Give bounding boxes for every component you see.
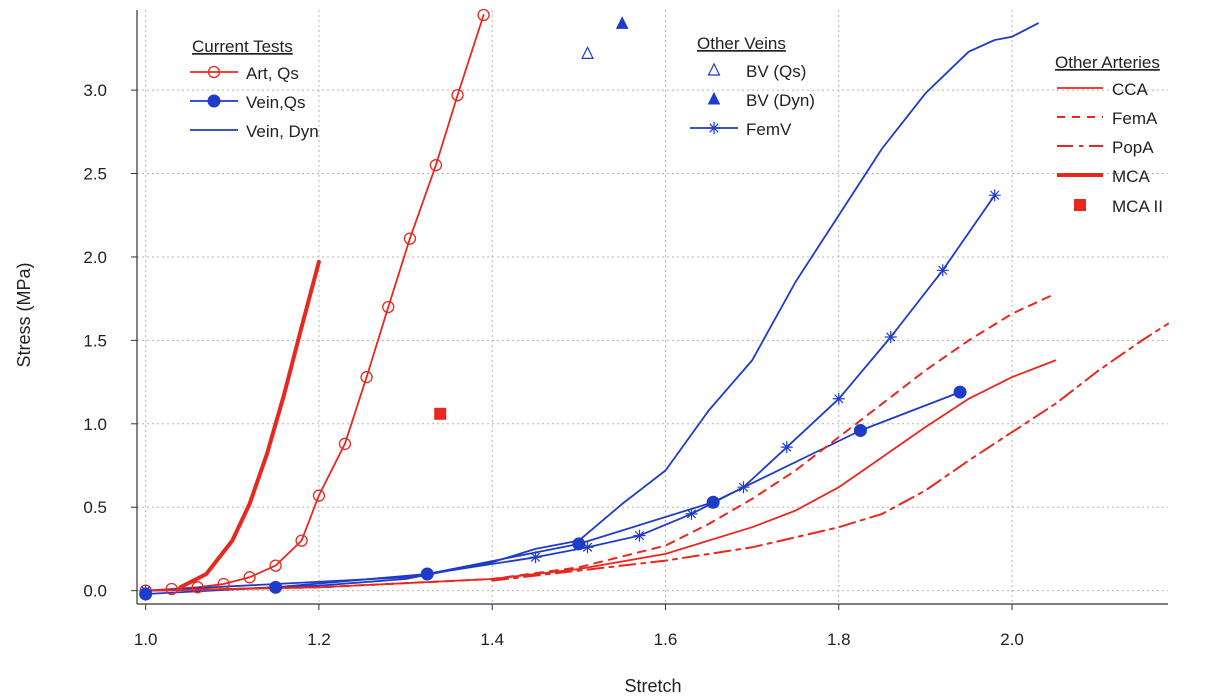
x-tick-label: 1.2 xyxy=(307,630,331,649)
point-femv xyxy=(936,264,949,277)
tick-labels: 1.0 1.2 1.4 1.6 1.8 2.0 0.0 0.5 1.0 1.5 2.0 2.5 3.0 xyxy=(83,81,1024,649)
point-art-qs xyxy=(165,582,178,596)
point-art-qs xyxy=(191,581,204,594)
legend-label-femv: FemV xyxy=(746,120,792,139)
series-line-vein-dyn xyxy=(144,22,1039,592)
point-mca-ii xyxy=(434,407,447,420)
y-tick-label: 0.0 xyxy=(83,582,107,601)
point-art-qs xyxy=(312,489,326,502)
legend-marker-vein-qs xyxy=(207,94,221,108)
x-tick-label: 1.4 xyxy=(480,630,504,649)
legend-title-current-tests: Current Tests xyxy=(192,37,293,56)
legend-label-vein-dyn: Vein, Dyn xyxy=(246,122,319,141)
legend: Current Tests Art, Qs Vein,Qs Vein, Dyn … xyxy=(190,34,1163,216)
legend-marker-femv xyxy=(708,122,720,134)
point-art-qs xyxy=(269,559,282,572)
y-tick-label: 2.5 xyxy=(83,165,107,184)
point-femv xyxy=(832,392,845,405)
series-line-popa xyxy=(491,322,1169,582)
point-femv xyxy=(581,541,594,554)
point-art-qs xyxy=(295,534,308,547)
point-femv xyxy=(988,189,1001,202)
y-tick-label: 3.0 xyxy=(83,81,107,100)
legend-label-mca-ii: MCA II xyxy=(1112,197,1163,216)
data-markers xyxy=(139,8,1001,601)
x-tick-label: 1.6 xyxy=(654,630,678,649)
series-line-fema xyxy=(144,292,1057,592)
point-vein-qs xyxy=(420,567,434,581)
axes xyxy=(131,10,1168,610)
y-tick-label: 0.5 xyxy=(83,498,107,517)
series-line-vein-qs xyxy=(144,391,961,595)
point-femv xyxy=(633,529,646,542)
legend-title-other-arteries: Other Arteries xyxy=(1055,53,1160,72)
legend-marker-bv-qs xyxy=(707,62,721,76)
point-bv-qs xyxy=(581,46,594,59)
point-art-qs xyxy=(403,232,417,245)
legend-label-vein-qs: Vein,Qs xyxy=(246,93,306,112)
point-art-qs xyxy=(477,8,490,22)
point-art-qs xyxy=(243,571,256,584)
point-art-qs xyxy=(451,88,464,102)
x-axis-label: Stretch xyxy=(624,676,681,696)
legend-marker-art-qs xyxy=(207,65,221,79)
point-art-qs xyxy=(360,370,373,384)
x-tick-label: 1.0 xyxy=(134,630,158,649)
series-line-art-qs xyxy=(144,14,485,592)
point-femv xyxy=(780,441,793,454)
series-line-mca xyxy=(178,259,321,590)
grid-lines xyxy=(137,10,1168,604)
legend-symbols xyxy=(190,62,1103,211)
point-femv xyxy=(685,507,698,520)
y-tick-label: 2.0 xyxy=(83,248,107,267)
y-tick-label: 1.0 xyxy=(83,415,107,434)
y-tick-label: 1.5 xyxy=(83,331,107,350)
point-art-qs xyxy=(429,159,443,172)
point-art-qs xyxy=(217,577,230,591)
point-art-qs xyxy=(338,437,352,450)
point-vein-qs xyxy=(706,495,720,509)
series-line-femv xyxy=(144,194,996,592)
legend-label-fema: FemA xyxy=(1112,109,1158,128)
legend-label-bv-dyn: BV (Dyn) xyxy=(746,91,815,110)
point-vein-qs xyxy=(853,423,867,437)
point-bv-dyn xyxy=(615,16,629,29)
legend-label-art-qs: Art, Qs xyxy=(246,64,299,83)
point-vein-qs xyxy=(269,580,283,594)
x-tick-label: 2.0 xyxy=(1000,630,1024,649)
point-femv xyxy=(139,584,152,597)
legend-marker-bv-dyn xyxy=(707,91,721,105)
legend-label-mca: MCA xyxy=(1112,167,1150,186)
legend-label-bv-qs: BV (Qs) xyxy=(746,62,806,81)
legend-title-other-veins: Other Veins xyxy=(697,34,786,53)
point-vein-qs xyxy=(953,385,967,399)
point-vein-qs xyxy=(572,537,586,551)
point-femv xyxy=(737,481,750,494)
legend-label-cca: CCA xyxy=(1112,80,1149,99)
legend-marker-mca-ii xyxy=(1074,199,1086,211)
point-art-qs xyxy=(382,300,395,314)
point-femv xyxy=(529,551,542,564)
point-femv xyxy=(884,331,897,344)
x-tick-label: 1.8 xyxy=(827,630,851,649)
y-axis-label: Stress (MPa) xyxy=(14,262,34,367)
legend-label-popa: PopA xyxy=(1112,138,1154,157)
